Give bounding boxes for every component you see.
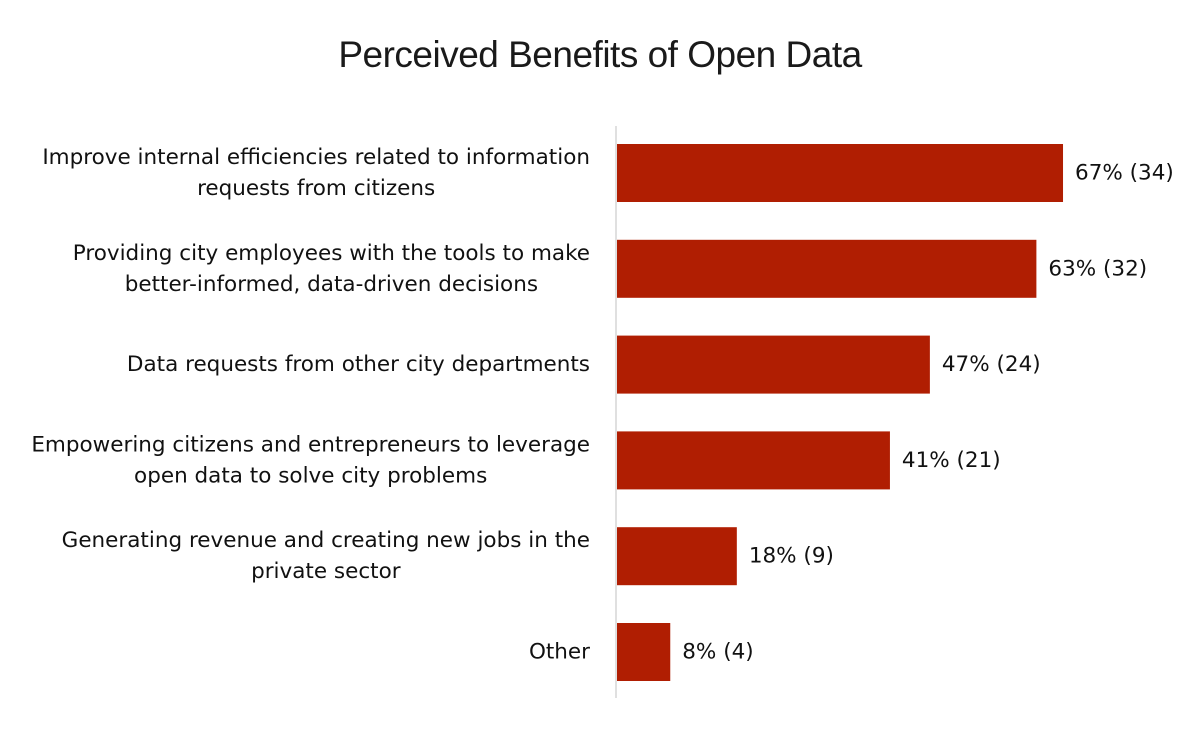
data-labels-layer: 67% (34) 63% (32) 47% (24) 41% (21) 18% (9) 8… [682, 161, 1174, 665]
category-label-0-line-0: Improve internal efficiencies related to… [42, 145, 590, 170]
bar-2 [617, 335, 930, 394]
bar-3 [617, 431, 890, 490]
data-label-1: 63% (32) [1048, 256, 1147, 281]
category-label-4-line-0: Generating revenue and creating new jobs… [62, 528, 590, 553]
bars-layer [617, 144, 1064, 681]
data-label-4: 18% (9) [749, 544, 834, 569]
category-labels-layer: Improve internal efficiencies related to… [31, 145, 590, 665]
category-label-3-line-0: Empowering citizens and entrepreneurs to… [31, 432, 590, 457]
data-label-0: 67% (34) [1075, 161, 1174, 186]
category-label-0-line-1: requests from citizens [197, 176, 435, 201]
chart-title: Perceived Benefits of Open Data [338, 34, 862, 75]
data-label-3: 41% (21) [902, 448, 1001, 473]
bar-5 [617, 623, 671, 681]
category-label-1-line-1: better-informed, data-driven decisions [125, 272, 538, 297]
category-label-5-line-0: Other [529, 640, 590, 665]
category-label-4-line-1: private sector [251, 559, 401, 584]
bar-1 [617, 239, 1037, 298]
data-label-2: 47% (24) [942, 352, 1041, 377]
category-label-1-line-0: Providing city employees with the tools … [73, 241, 590, 266]
category-label-3-line-1: open data to solve city problems [134, 463, 487, 488]
category-label-2-line-0: Data requests from other city department… [127, 352, 590, 377]
bar-4 [617, 527, 737, 586]
data-label-5: 8% (4) [682, 640, 753, 665]
bar-0 [617, 144, 1064, 202]
